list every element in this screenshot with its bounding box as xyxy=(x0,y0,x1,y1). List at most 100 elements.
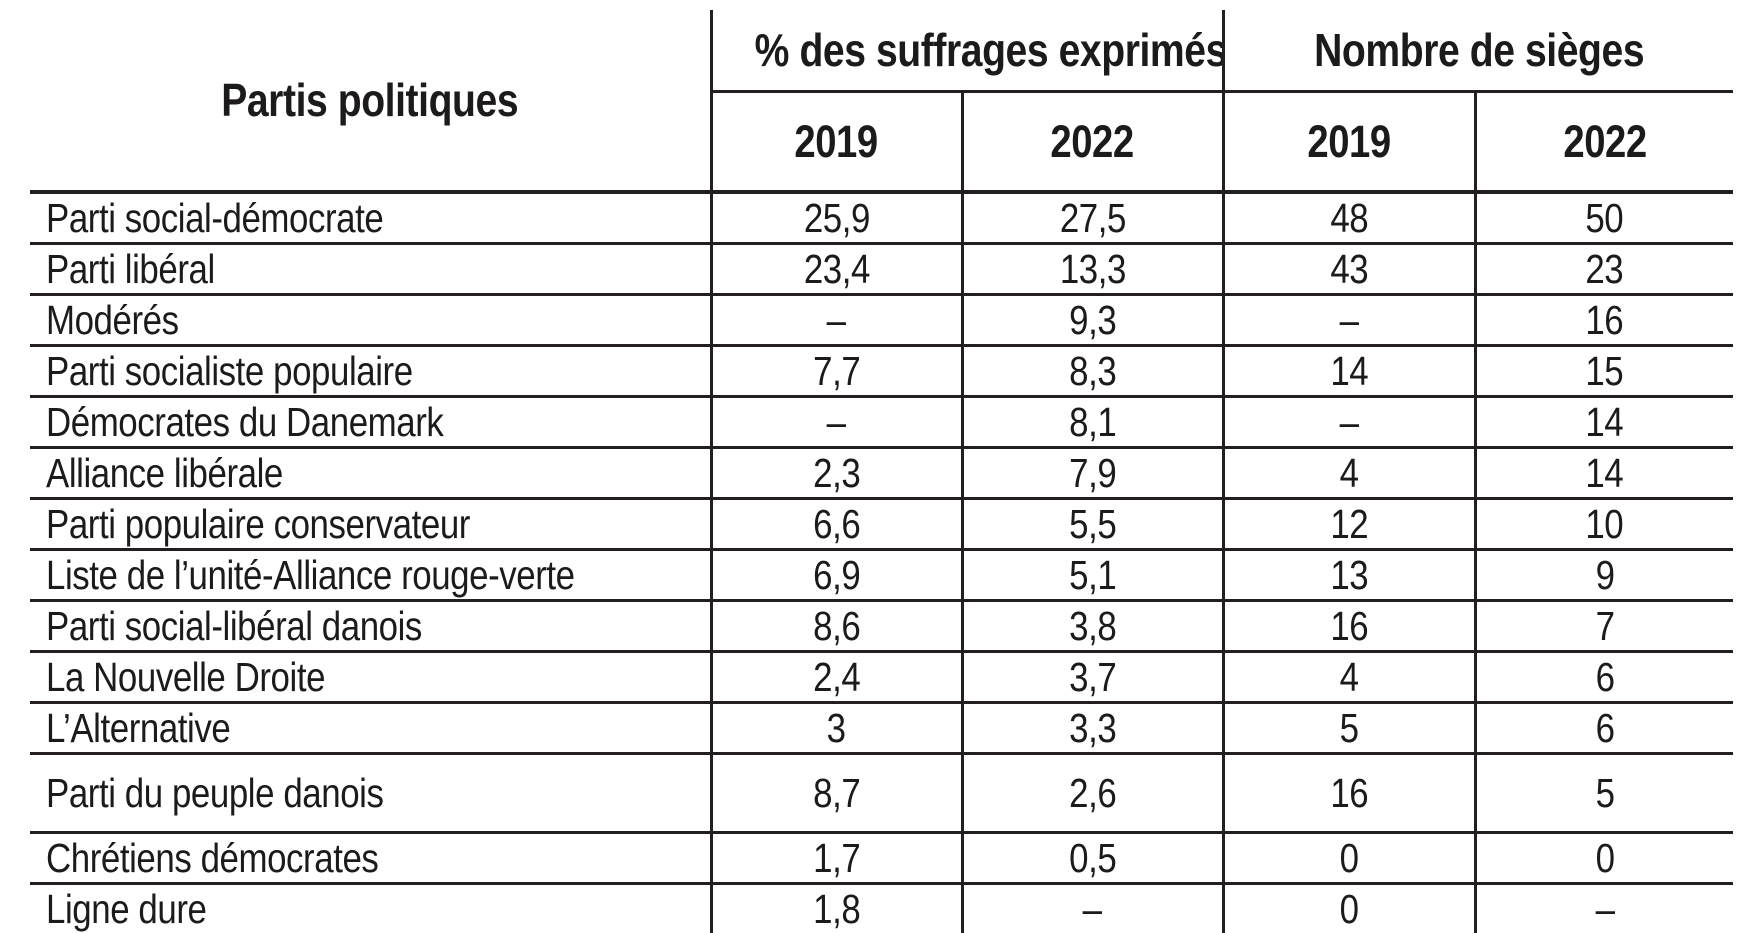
seats-2022-cell: – xyxy=(1475,884,1733,933)
seats-2022-value: 10 xyxy=(1586,501,1624,548)
seats-2019-cell: 16 xyxy=(1223,754,1475,833)
votes-2022-value: 2,6 xyxy=(1069,770,1116,817)
votes-2022-value: 3,8 xyxy=(1069,603,1116,650)
votes-2019-cell: 8,7 xyxy=(711,754,962,833)
votes-2022-value: 3,3 xyxy=(1069,705,1116,752)
votes-2019-cell: 7,7 xyxy=(711,346,962,397)
seats-2019-value: 13 xyxy=(1330,552,1368,599)
votes-2022-cell: 8,1 xyxy=(962,397,1223,448)
votes-2022-cell: 2,6 xyxy=(962,754,1223,833)
seats-2019-cell: 0 xyxy=(1223,833,1475,884)
table-header: Partis politiques % des suffrages exprim… xyxy=(30,10,1733,192)
votes-2019-value: 23,4 xyxy=(803,246,869,293)
votes-2019-value: 8,6 xyxy=(813,603,860,650)
table-row: Parti social-libéral danois 8,6 3,8 16 7 xyxy=(30,601,1733,652)
seats-2022-cell: 23 xyxy=(1475,244,1733,295)
seats-2019-cell: 0 xyxy=(1223,884,1475,933)
votes-2022-cell: – xyxy=(962,884,1223,933)
votes-2022-header: 2022 xyxy=(962,92,1223,193)
votes-2019-cell: 25,9 xyxy=(711,192,962,244)
seats-2019-value: 5 xyxy=(1340,705,1359,752)
seats-2022-value: 9 xyxy=(1595,552,1614,599)
party-name: Alliance libérale xyxy=(46,450,283,497)
section-header-row: Partis politiques % des suffrages exprim… xyxy=(30,10,1733,92)
votes-2019-value: 8,7 xyxy=(813,770,860,817)
party-name-cell: Démocrates du Danemark xyxy=(30,397,711,448)
votes-2022-cell: 27,5 xyxy=(962,192,1223,244)
seats-group-header: Nombre de sièges xyxy=(1223,10,1733,92)
votes-2019-cell: – xyxy=(711,295,962,346)
party-name: Parti social-libéral danois xyxy=(46,603,422,650)
party-name-cell: Modérés xyxy=(30,295,711,346)
seats-2019-cell: – xyxy=(1223,397,1475,448)
party-name-cell: Parti libéral xyxy=(30,244,711,295)
seats-2022-cell: 6 xyxy=(1475,652,1733,703)
seats-2022-header: 2022 xyxy=(1475,92,1733,193)
votes-2019-value: – xyxy=(827,297,846,344)
votes-2022-value: 0,5 xyxy=(1069,835,1116,882)
votes-2019-cell: 3 xyxy=(711,703,962,754)
seats-2019-value: 0 xyxy=(1340,886,1359,933)
seats-2019-header: 2019 xyxy=(1223,92,1475,193)
votes-2019-value: 6,9 xyxy=(813,552,860,599)
votes-2019-cell: 2,3 xyxy=(711,448,962,499)
votes-2019-value: 25,9 xyxy=(803,195,869,242)
votes-2022-value: 3,7 xyxy=(1069,654,1116,701)
votes-2022-cell: 7,9 xyxy=(962,448,1223,499)
party-name-cell: La Nouvelle Droite xyxy=(30,652,711,703)
votes-percent-group-header: % des suffrages exprimés xyxy=(711,10,1223,92)
seats-2019-header-label: 2019 xyxy=(1307,116,1390,168)
party-name-cell: Parti populaire conservateur xyxy=(30,499,711,550)
votes-2019-cell: 6,9 xyxy=(711,550,962,601)
seats-2022-cell: 50 xyxy=(1475,192,1733,244)
seats-2019-cell: 43 xyxy=(1223,244,1475,295)
seats-2022-cell: 14 xyxy=(1475,397,1733,448)
party-name: Liste de l’unité-Alliance rouge-verte xyxy=(46,552,575,599)
table-row: Modérés – 9,3 – 16 xyxy=(30,295,1733,346)
votes-2022-value: 27,5 xyxy=(1059,195,1125,242)
votes-2022-cell: 9,3 xyxy=(962,295,1223,346)
votes-2022-cell: 5,1 xyxy=(962,550,1223,601)
seats-group-label: Nombre de sièges xyxy=(1314,23,1644,77)
seats-2019-value: 4 xyxy=(1340,654,1359,701)
seats-2019-value: 14 xyxy=(1330,348,1368,395)
party-name: Ligne dure xyxy=(46,886,206,933)
seats-2019-cell: 4 xyxy=(1223,448,1475,499)
votes-2019-cell: 1,8 xyxy=(711,884,962,933)
seats-2022-cell: 7 xyxy=(1475,601,1733,652)
seats-2019-value: 4 xyxy=(1340,450,1359,497)
seats-2022-cell: 14 xyxy=(1475,448,1733,499)
votes-2022-cell: 3,3 xyxy=(962,703,1223,754)
party-name-cell: Alliance libérale xyxy=(30,448,711,499)
seats-2019-cell: 13 xyxy=(1223,550,1475,601)
seats-2019-value: 43 xyxy=(1330,246,1368,293)
votes-2019-cell: 6,6 xyxy=(711,499,962,550)
votes-2019-cell: 8,6 xyxy=(711,601,962,652)
party-name: Démocrates du Danemark xyxy=(46,399,443,446)
votes-2019-header: 2019 xyxy=(711,92,962,193)
party-column-header: Partis politiques xyxy=(30,10,711,192)
table-row: Parti du peuple danois 8,7 2,6 16 5 xyxy=(30,754,1733,833)
votes-2019-value: 1,8 xyxy=(813,886,860,933)
seats-2022-value: 7 xyxy=(1595,603,1614,650)
seats-2022-value: 0 xyxy=(1595,835,1614,882)
votes-2022-cell: 8,3 xyxy=(962,346,1223,397)
votes-2019-value: 3 xyxy=(827,705,846,752)
seats-2019-value: 48 xyxy=(1330,195,1368,242)
seats-2019-cell: – xyxy=(1223,295,1475,346)
party-name-cell: Parti du peuple danois xyxy=(30,754,711,833)
party-name: Modérés xyxy=(46,297,179,344)
party-name: Parti socialiste populaire xyxy=(46,348,413,395)
seats-2022-cell: 9 xyxy=(1475,550,1733,601)
votes-2022-header-label: 2022 xyxy=(1051,116,1134,168)
table-row: Liste de l’unité-Alliance rouge-verte 6,… xyxy=(30,550,1733,601)
votes-percent-group-label: % des suffrages exprimés xyxy=(754,23,1223,77)
table-row: Parti social-démocrate 25,9 27,5 48 50 xyxy=(30,192,1733,244)
party-name-cell: Chrétiens démocrates xyxy=(30,833,711,884)
table-row: Parti socialiste populaire 7,7 8,3 14 15 xyxy=(30,346,1733,397)
party-name-cell: Parti social-libéral danois xyxy=(30,601,711,652)
seats-2019-cell: 5 xyxy=(1223,703,1475,754)
table-row: Parti libéral 23,4 13,3 43 23 xyxy=(30,244,1733,295)
party-name-cell: L’Alternative xyxy=(30,703,711,754)
votes-2019-cell: 1,7 xyxy=(711,833,962,884)
